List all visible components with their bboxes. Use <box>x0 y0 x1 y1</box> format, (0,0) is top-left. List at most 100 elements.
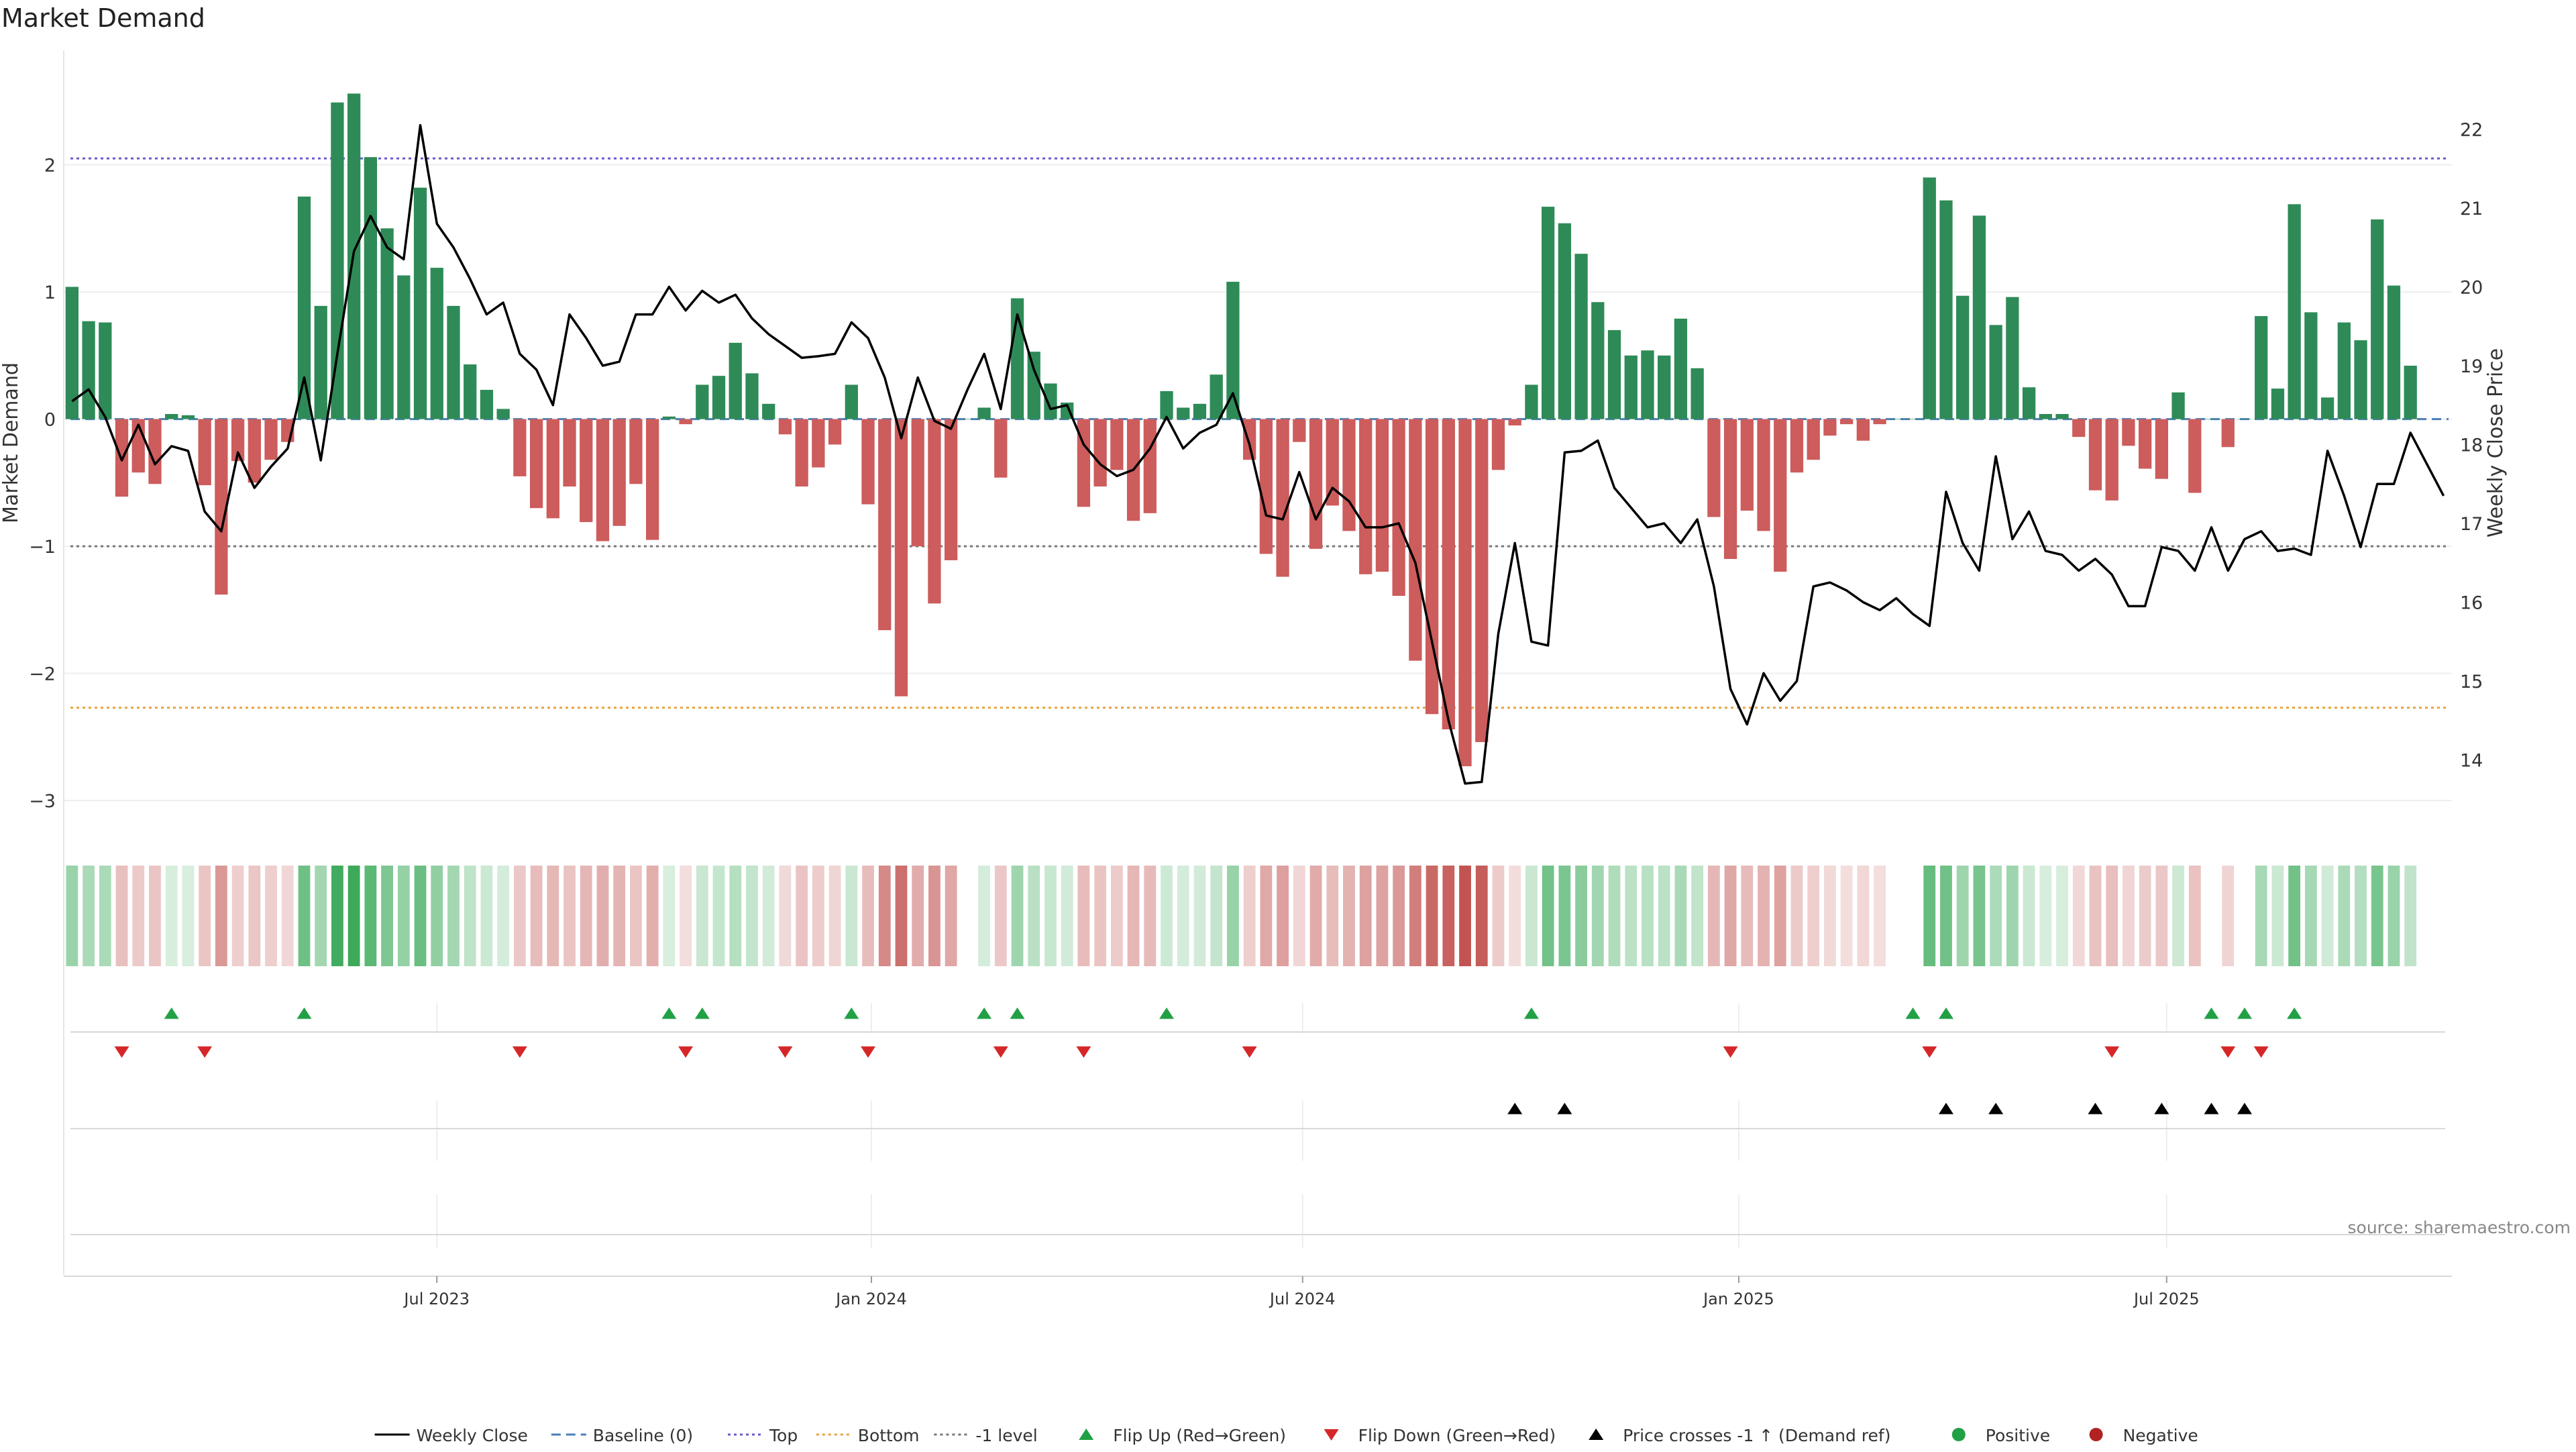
strip-cell <box>1807 866 1820 966</box>
strip-cell <box>564 866 576 966</box>
demand-bar <box>1359 419 1373 574</box>
y2-tick-label: 15 <box>2460 672 2483 692</box>
strip-cell <box>315 866 327 966</box>
strip-cell <box>414 866 427 966</box>
strip-cell <box>779 866 792 966</box>
demand-bar <box>2171 392 2185 419</box>
strip-cell <box>596 866 609 966</box>
demand-bar <box>2204 419 2218 420</box>
demand-bar <box>1607 329 1621 419</box>
x-tick-label: Jul 2025 <box>2133 1290 2200 1308</box>
strip-cell <box>630 866 642 966</box>
demand-bar <box>894 419 908 696</box>
strip-cell <box>1011 866 1024 966</box>
strip-cell <box>878 866 891 966</box>
strip-cell <box>1161 866 1173 966</box>
demand-bar <box>662 416 676 419</box>
demand-bar <box>2320 397 2334 419</box>
strip-cell <box>480 866 493 966</box>
demand-bar <box>1856 419 1870 441</box>
demand-bar <box>380 228 394 419</box>
strip-cell <box>2089 866 2102 966</box>
demand-bar <box>1740 419 1754 511</box>
strip-cell <box>1210 866 1223 966</box>
legend-item: Top <box>728 1426 798 1445</box>
flip-down-marker <box>1922 1046 1937 1058</box>
demand-bar <box>1658 355 1671 419</box>
demand-bar <box>1392 419 1405 597</box>
flip-down-marker <box>777 1046 793 1058</box>
demand-bar <box>1939 200 1953 419</box>
demand-bar <box>2238 419 2251 420</box>
legend-swatch <box>1589 1429 1604 1440</box>
weekly-close-line <box>71 123 2445 785</box>
demand-bar <box>1989 325 2002 419</box>
demand-bar <box>812 419 825 468</box>
y-tick-label: 0 <box>44 410 56 431</box>
price-cross-marker <box>2088 1102 2103 1114</box>
legend-item: Flip Up (Red→Green) <box>1079 1426 1286 1445</box>
demand-bar <box>496 409 510 419</box>
demand-bar <box>1326 419 1339 506</box>
demand-bar <box>778 419 792 435</box>
legend-label: Top <box>769 1426 798 1445</box>
strip-cell <box>2304 866 2317 966</box>
strip-cell <box>613 866 626 966</box>
demand-bar <box>1972 215 1986 419</box>
strip-cell <box>1542 866 1554 966</box>
strip-cell <box>845 866 858 966</box>
strip-cell <box>2355 866 2367 966</box>
flip-up-marker <box>164 1007 179 1019</box>
strip-cell <box>1359 866 1372 966</box>
strip-cell <box>2155 866 2168 966</box>
strip-cell <box>1625 866 1638 966</box>
demand-bar <box>1541 207 1555 419</box>
demand-bar <box>364 157 378 419</box>
legend-label: Weekly Close <box>417 1426 528 1445</box>
legend-swatch <box>1079 1429 1094 1440</box>
demand-bar <box>1823 419 1837 436</box>
demand-bar <box>1491 419 1505 470</box>
y2-tick-label: 16 <box>2460 593 2483 614</box>
strip-cell <box>464 866 476 966</box>
strip-cell <box>248 866 261 966</box>
demand-bar <box>828 419 842 445</box>
demand-bar <box>1143 419 1157 513</box>
flip-down-marker <box>993 1046 1008 1058</box>
y2-tick-label: 14 <box>2460 751 2483 772</box>
strip-cell <box>812 866 824 966</box>
price-cross-marker <box>1507 1102 1523 1114</box>
price-cross-marker <box>2154 1102 2169 1114</box>
strip-cell <box>1990 866 2002 966</box>
legend-swatch <box>2089 1428 2103 1441</box>
demand-bar <box>878 419 892 631</box>
strip-cell <box>1393 866 1405 966</box>
strip-cell <box>2123 866 2135 966</box>
strip-cell <box>115 866 128 966</box>
strip-cell <box>1061 866 1073 966</box>
strip-cell <box>928 866 941 966</box>
flip-up-marker <box>1010 1007 1025 1019</box>
demand-bar <box>1558 223 1572 419</box>
demand-bar <box>994 419 1008 478</box>
flip-up-marker <box>2287 1007 2302 1019</box>
demand-bar <box>1906 419 1920 420</box>
strip-cell <box>281 866 294 966</box>
reference-lines <box>70 157 2449 709</box>
demand-bar <box>2088 419 2102 490</box>
strip-cell <box>2387 866 2400 966</box>
demand-bar <box>712 376 726 419</box>
demand-bar <box>977 407 991 419</box>
y-tick-label: −2 <box>29 664 56 685</box>
strip-cell <box>1409 866 1421 966</box>
strip-cell <box>1741 866 1754 966</box>
demand-bar <box>1110 419 1124 470</box>
strip-cell <box>2172 866 2184 966</box>
demand-bar <box>2039 414 2052 419</box>
demand-bar <box>2138 419 2152 469</box>
strip-cell <box>1658 866 1670 966</box>
x-tick-label: Jan 2025 <box>1702 1290 1774 1308</box>
strip-cell <box>2039 866 2052 966</box>
demand-bar <box>430 268 443 419</box>
